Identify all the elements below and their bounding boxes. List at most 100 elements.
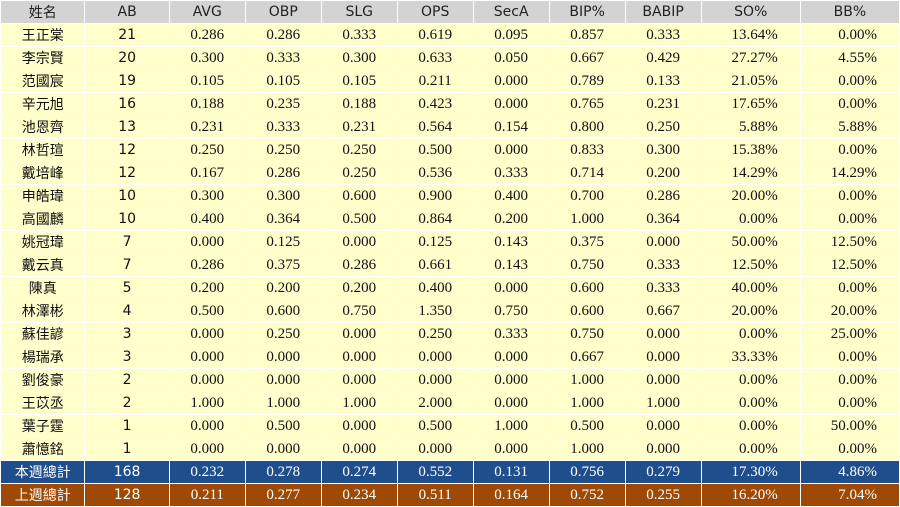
stat-cell: 25.00% (799, 322, 900, 346)
table-body: 王正棠 21 0.286 0.286 0.333 0.619 0.095 0.857 0.333… (0, 23, 900, 507)
stat-cell: 0.667 (624, 299, 702, 323)
stat-cell: 20.00% (700, 299, 801, 323)
stat-cell: 0.286 (320, 253, 398, 277)
stat-cell: 7 (84, 253, 170, 277)
table-header: 姓名 AB AVG OBP SLG OPS SecA BIP% BABIP SO% BB% (0, 0, 900, 24)
stat-cell: 0.000 (168, 230, 246, 254)
stat-cell: 0.000 (472, 69, 550, 93)
table-row: 林澤彬 4 0.500 0.600 0.750 1.350 0.750 0.600 0.667 2… (0, 299, 900, 323)
stat-cell: 0.286 (168, 23, 246, 47)
stat-cell: 0.400 (472, 184, 550, 208)
total-stat-cell: 0.552 (396, 460, 474, 484)
player-name-cell: 戴云真 (0, 253, 86, 277)
stat-cell: 0.600 (320, 184, 398, 208)
player-name-cell: 王苡丞 (0, 391, 86, 415)
column-header: OPS (396, 0, 474, 24)
total-stat-cell: 0.232 (168, 460, 246, 484)
player-name-cell: 高國麟 (0, 207, 86, 231)
stat-cell: 0.200 (320, 276, 398, 300)
stat-cell: 0.500 (396, 414, 474, 438)
stat-cell: 21 (84, 23, 170, 47)
stat-cell: 12.50% (700, 253, 801, 277)
column-header: SLG (320, 0, 398, 24)
stat-cell: 0.661 (396, 253, 474, 277)
stat-cell: 0.750 (548, 253, 626, 277)
table-row: 王苡丞 2 1.000 1.000 1.000 2.000 0.000 1.000 1.000 0… (0, 391, 900, 415)
stat-cell: 12 (84, 161, 170, 185)
stat-cell: 0.864 (396, 207, 474, 231)
stat-cell: 0.400 (396, 276, 474, 300)
column-header: BIP% (548, 0, 626, 24)
total-stat-cell: 0.234 (320, 483, 398, 507)
stat-cell: 19 (84, 69, 170, 93)
stat-cell: 0.143 (472, 253, 550, 277)
stat-cell: 0.000 (168, 322, 246, 346)
stat-cell: 0.095 (472, 23, 550, 47)
stat-cell: 0.000 (244, 345, 322, 369)
stat-cell: 0.00% (799, 184, 900, 208)
stat-cell: 0.364 (244, 207, 322, 231)
stat-cell: 21.05% (700, 69, 801, 93)
stat-cell: 4.55% (799, 46, 900, 70)
stat-cell: 3 (84, 322, 170, 346)
stat-cell: 0.333 (244, 46, 322, 70)
stat-cell: 0.00% (700, 437, 801, 461)
stat-cell: 0.00% (799, 69, 900, 93)
stat-cell: 0.600 (244, 299, 322, 323)
stat-cell: 0.286 (168, 253, 246, 277)
stat-cell: 17.65% (700, 92, 801, 116)
stat-cell: 0.00% (799, 345, 900, 369)
stat-cell: 0.286 (624, 184, 702, 208)
total-stat-cell: 0.255 (624, 483, 702, 507)
total-stat-cell: 0.274 (320, 460, 398, 484)
stat-cell: 0.300 (244, 184, 322, 208)
stat-cell: 0.00% (700, 207, 801, 231)
stat-cell: 1.000 (548, 391, 626, 415)
table-row: 劉俊豪 2 0.000 0.000 0.000 0.000 0.000 1.000 0.000 0… (0, 368, 900, 392)
total-label-cell: 上週總計 (0, 483, 86, 507)
total-stat-cell: 0.277 (244, 483, 322, 507)
stat-cell: 0.167 (168, 161, 246, 185)
stat-cell: 4 (84, 299, 170, 323)
stat-cell: 0.000 (320, 345, 398, 369)
player-name-cell: 范國宸 (0, 69, 86, 93)
stat-cell: 0.000 (472, 345, 550, 369)
stat-cell: 0.000 (396, 437, 474, 461)
stat-cell: 5 (84, 276, 170, 300)
stat-cell: 0.231 (168, 115, 246, 139)
stat-cell: 0.789 (548, 69, 626, 93)
column-header: SecA (472, 0, 550, 24)
stat-cell: 0.00% (799, 138, 900, 162)
stat-cell: 0.231 (624, 92, 702, 116)
stat-cell: 0.000 (624, 368, 702, 392)
total-stat-cell: 16.20% (700, 483, 801, 507)
stat-cell: 0.00% (799, 391, 900, 415)
stat-cell: 0.000 (320, 437, 398, 461)
stat-cell: 2 (84, 391, 170, 415)
stat-cell: 0.000 (472, 276, 550, 300)
stat-cell: 0.125 (396, 230, 474, 254)
table-row: 戴培峰 12 0.167 0.286 0.250 0.536 0.333 0.714 0.200… (0, 161, 900, 185)
stat-cell: 15.38% (700, 138, 801, 162)
table-row: 池恩齊 13 0.231 0.333 0.231 0.564 0.154 0.800 0.250… (0, 115, 900, 139)
column-header: OBP (244, 0, 322, 24)
stat-cell: 5.88% (799, 115, 900, 139)
stat-cell: 50.00% (799, 414, 900, 438)
stat-cell: 0.200 (244, 276, 322, 300)
stat-cell: 1.000 (548, 437, 626, 461)
stat-cell: 0.105 (320, 69, 398, 93)
stat-cell: 0.250 (320, 138, 398, 162)
stat-cell: 0.765 (548, 92, 626, 116)
stat-cell: 1.000 (244, 391, 322, 415)
stat-cell: 0.333 (244, 115, 322, 139)
player-name-cell: 王正棠 (0, 23, 86, 47)
this-week-total-row: 本週總計 168 0.232 0.278 0.274 0.552 0.131 0.756 0.2… (0, 460, 900, 484)
table-row: 申皓瑋 10 0.300 0.300 0.600 0.900 0.400 0.700 0.286… (0, 184, 900, 208)
total-stat-cell: 0.211 (168, 483, 246, 507)
stat-cell: 0.000 (168, 437, 246, 461)
stat-cell: 0.500 (320, 207, 398, 231)
stat-cell: 0.000 (320, 368, 398, 392)
stat-cell: 0.700 (548, 184, 626, 208)
stat-cell: 0.800 (548, 115, 626, 139)
